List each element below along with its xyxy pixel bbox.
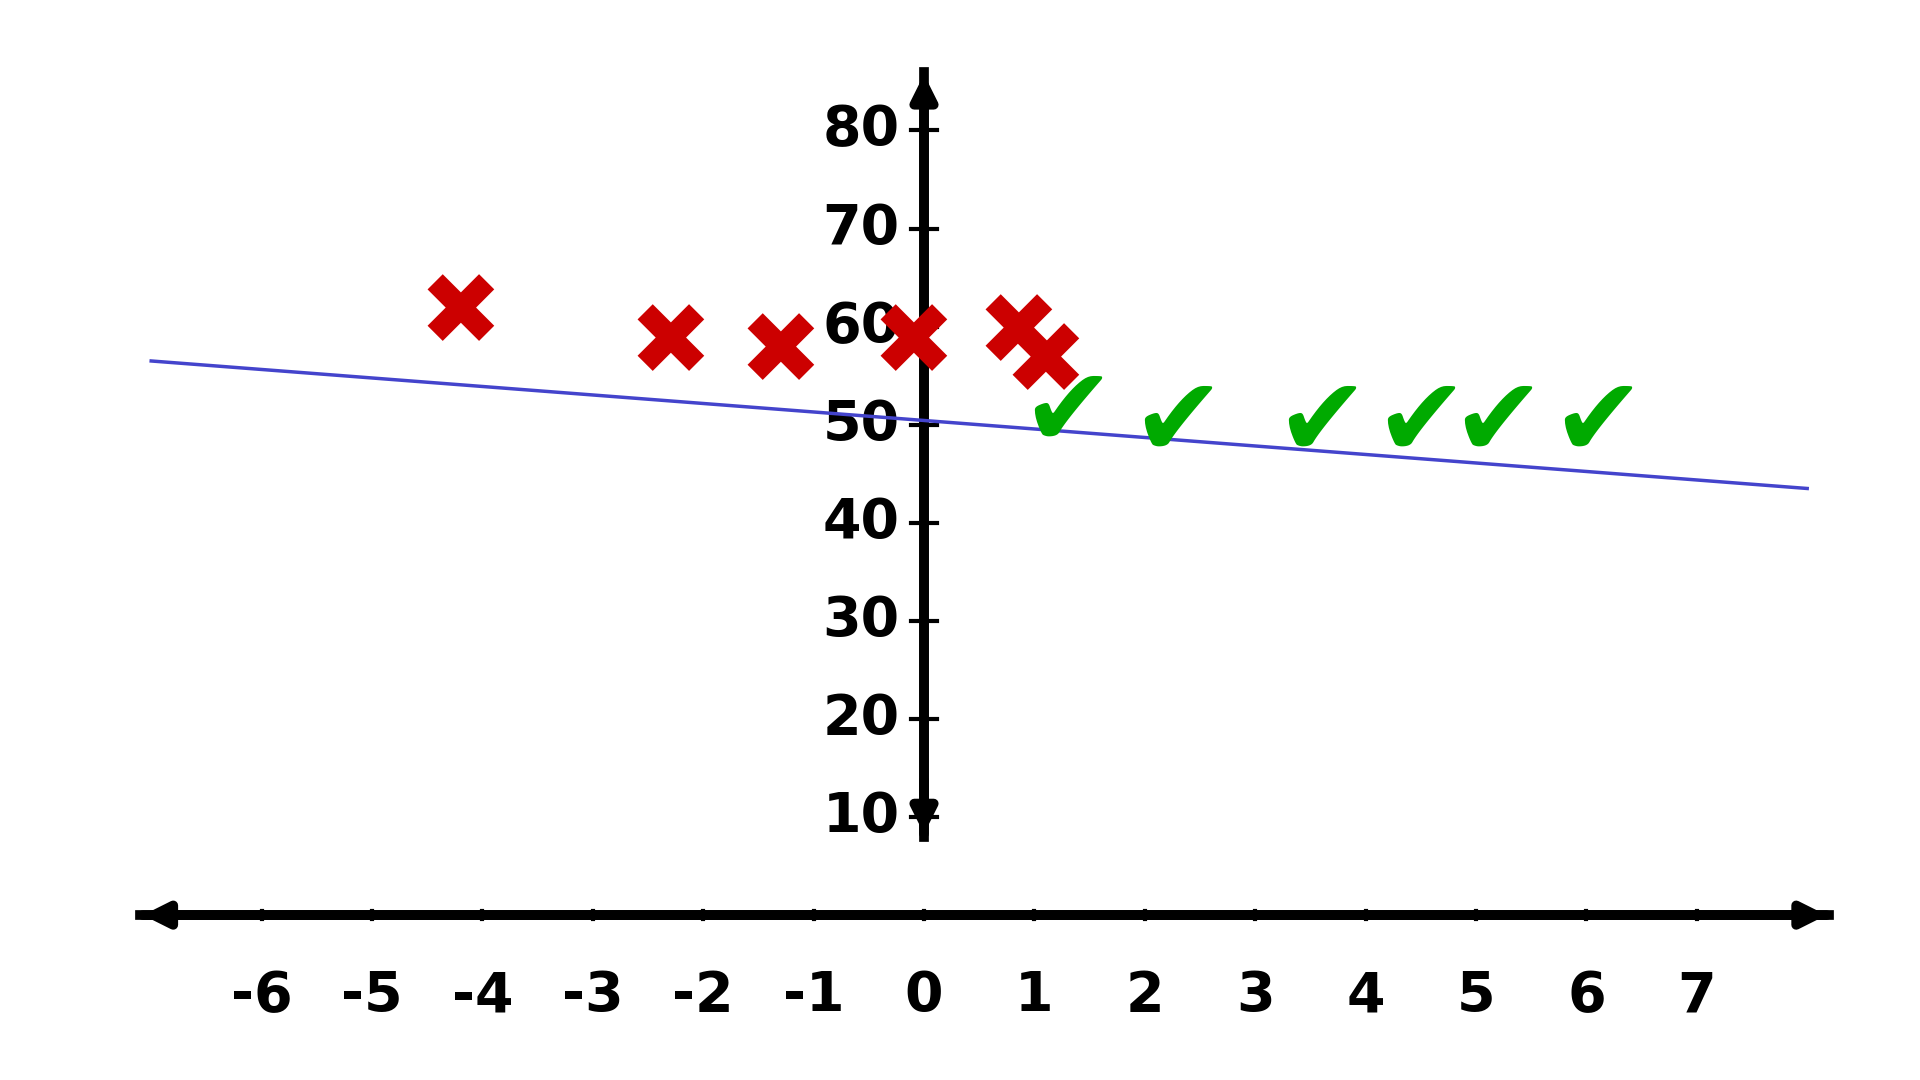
Text: 4: 4 (1346, 969, 1384, 1023)
Text: 0: 0 (904, 969, 943, 1023)
Text: ✔: ✔ (1131, 372, 1225, 478)
Text: -3: -3 (563, 969, 624, 1023)
Text: 20: 20 (822, 692, 900, 746)
Text: 3: 3 (1236, 969, 1275, 1023)
Text: ✔: ✔ (1021, 362, 1114, 469)
Text: 5: 5 (1457, 969, 1496, 1023)
Text: ✖: ✖ (628, 298, 712, 395)
Text: -2: -2 (672, 969, 733, 1023)
Text: 40: 40 (822, 496, 900, 550)
Text: 10: 10 (822, 791, 900, 845)
Text: ✔: ✔ (1375, 372, 1467, 478)
Text: -5: -5 (342, 969, 403, 1023)
Text: 50: 50 (822, 397, 900, 451)
Text: 70: 70 (822, 202, 900, 256)
Text: 7: 7 (1678, 969, 1716, 1023)
Text: ✖: ✖ (872, 298, 954, 395)
Text: 6: 6 (1567, 969, 1605, 1023)
Text: -6: -6 (230, 969, 292, 1023)
Text: 60: 60 (822, 299, 900, 353)
Text: ✖: ✖ (1004, 318, 1087, 415)
Text: -4: -4 (451, 969, 513, 1023)
Text: ✔: ✔ (1551, 372, 1644, 478)
Text: ✔: ✔ (1275, 372, 1369, 478)
Text: 80: 80 (822, 104, 900, 158)
Text: -1: -1 (783, 969, 845, 1023)
Text: 2: 2 (1125, 969, 1164, 1023)
Text: ✖: ✖ (419, 268, 503, 365)
Text: 30: 30 (822, 594, 900, 648)
Text: ✔: ✔ (1452, 372, 1546, 478)
Text: ✖: ✖ (975, 288, 1060, 384)
Text: ✖: ✖ (739, 308, 822, 405)
Text: 1: 1 (1016, 969, 1054, 1023)
